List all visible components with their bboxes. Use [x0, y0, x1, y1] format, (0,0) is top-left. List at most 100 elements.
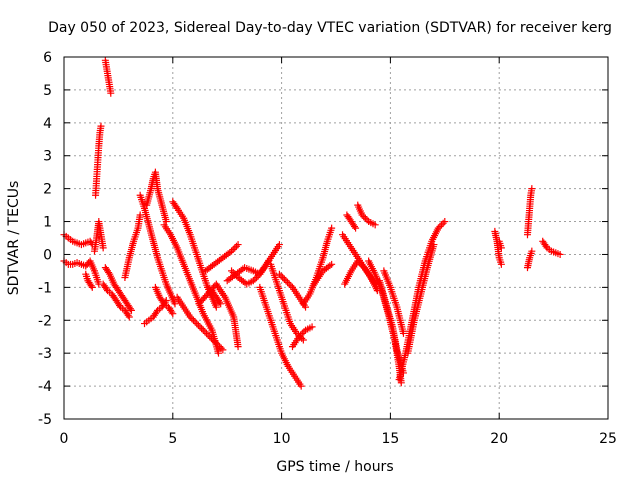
data-point — [528, 185, 536, 193]
data-point-fill — [217, 344, 225, 352]
x-tick-label: 25 — [599, 431, 617, 447]
data-point — [275, 241, 283, 249]
x-tick-label: 0 — [60, 431, 69, 447]
y-tick-label: -2 — [38, 313, 52, 329]
data-point — [282, 277, 290, 285]
y-tick-label: -1 — [38, 280, 52, 296]
data-point — [434, 224, 442, 232]
data-series-tr19 — [201, 241, 242, 275]
data-series-tr17 — [195, 280, 242, 351]
data-point-fill — [231, 244, 239, 252]
data-series-tr38 — [495, 237, 505, 252]
data-point-fill — [159, 298, 167, 306]
data-point — [234, 241, 242, 249]
data-point — [169, 310, 177, 318]
data-point — [371, 221, 379, 229]
data-point — [275, 270, 283, 278]
data-point — [206, 333, 214, 341]
y-tick-label: 0 — [43, 247, 52, 263]
data-point — [228, 267, 236, 275]
data-series-tr10 — [136, 191, 179, 308]
data-point — [186, 313, 194, 321]
data-point-fill — [360, 213, 368, 221]
data-point-fill — [277, 272, 285, 280]
data-point-fill — [188, 315, 196, 323]
axis-ticks: 0 5 10 15 20 25 -5 -4 -3 -2 -1 0 1 2 3 4 5 6 — [38, 50, 617, 447]
data-point — [136, 211, 144, 219]
data-series-tr14 — [169, 198, 220, 311]
data-series-tr18 — [204, 283, 225, 308]
data-point-fill — [189, 316, 197, 324]
y-tick-label: -4 — [38, 379, 52, 395]
data-point-fill — [254, 272, 262, 280]
data-point — [212, 339, 220, 347]
data-point-fill — [201, 328, 209, 336]
x-tick-label: 5 — [168, 431, 177, 447]
data-point — [497, 244, 505, 252]
data-point-fill — [105, 269, 113, 277]
chart-title: Day 050 of 2023, Sidereal Day-to-day VTE… — [48, 20, 612, 36]
data-point-fill — [229, 269, 237, 277]
data-point — [399, 329, 407, 337]
data-point-fill — [287, 282, 295, 290]
x-tick-label: 20 — [490, 431, 508, 447]
data-point-fill — [214, 341, 222, 349]
data-series-tr40 — [523, 247, 536, 272]
data-point — [249, 277, 257, 285]
data-point — [234, 343, 242, 351]
data-point — [125, 313, 133, 321]
data-point — [430, 241, 438, 249]
data-series-tr03 — [82, 270, 96, 291]
data-series-tr27 — [310, 260, 336, 288]
y-tick-label: 2 — [43, 182, 52, 198]
x-axis-label: GPS time / hours — [276, 459, 393, 475]
data-point — [219, 346, 227, 354]
data-point-fill — [229, 246, 237, 254]
data-point-fill — [126, 305, 134, 313]
data-series-tr04 — [90, 218, 107, 255]
data-point — [497, 260, 505, 268]
data-point-fill — [357, 260, 365, 268]
data-point — [217, 300, 225, 308]
data-series-tr41 — [539, 237, 564, 258]
data-points — [60, 56, 564, 390]
data-point-fill — [438, 221, 446, 229]
data-point-fill — [203, 329, 211, 337]
data-point — [299, 336, 307, 344]
data-point-fill — [207, 334, 215, 342]
data-point-fill — [285, 280, 293, 288]
data-series-tr22 — [256, 283, 305, 390]
data-point-fill — [209, 336, 217, 344]
data-point — [358, 211, 366, 219]
data-point-fill — [350, 222, 358, 230]
data-series-tr01 — [60, 231, 96, 249]
data-point — [193, 320, 201, 328]
data-point — [171, 300, 179, 308]
y-tick-label: 6 — [43, 50, 52, 66]
data-point-fill — [297, 331, 305, 339]
data-point-fill — [300, 328, 308, 336]
data-point-fill — [436, 222, 444, 230]
data-point-fill — [211, 338, 219, 346]
data-series-tr34 — [380, 267, 407, 337]
data-point-fill — [232, 242, 240, 250]
data-point-fill — [196, 323, 204, 331]
y-tick-label: -3 — [38, 346, 52, 362]
y-tick-label: 3 — [43, 149, 52, 165]
data-series-tr31 — [341, 257, 381, 295]
y-tick-label: 5 — [43, 83, 52, 99]
data-point-fill — [168, 308, 176, 316]
data-point — [228, 247, 236, 255]
data-series-tr16 — [173, 293, 227, 354]
data-point — [308, 323, 316, 331]
data-point — [212, 303, 220, 311]
data-point-fill — [298, 329, 306, 337]
data-point-fill — [232, 272, 240, 280]
data-point-fill — [361, 214, 369, 222]
data-point — [352, 224, 360, 232]
data-point — [441, 218, 449, 226]
data-series-tr36 — [404, 241, 438, 357]
data-series-tr29 — [343, 211, 360, 232]
data-point-fill — [198, 325, 206, 332]
